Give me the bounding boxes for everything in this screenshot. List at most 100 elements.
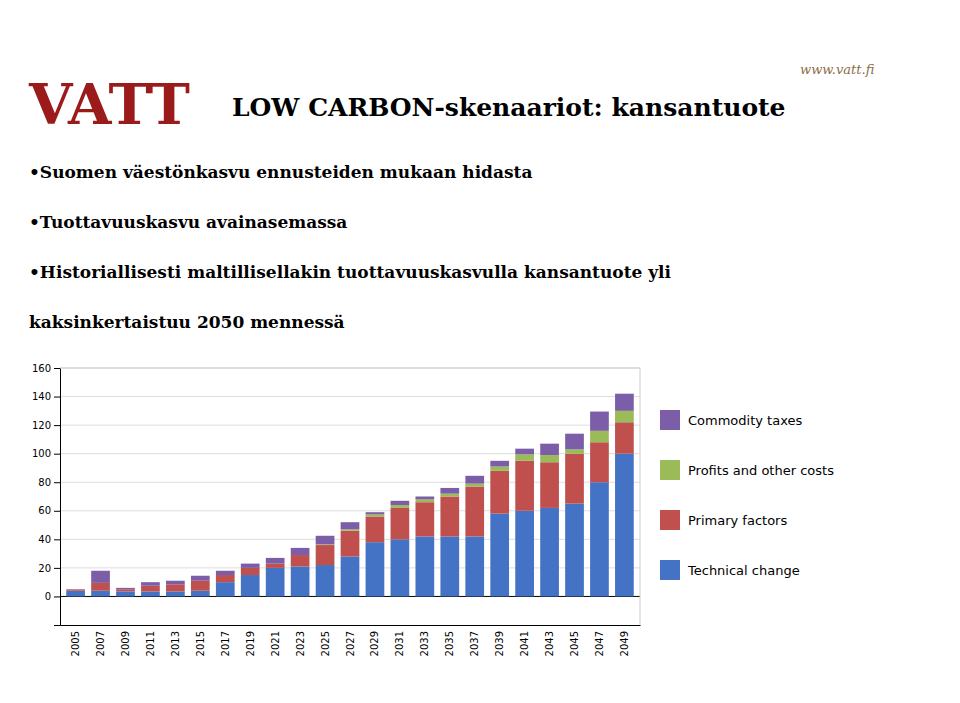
- x-tick-label: 2033: [419, 631, 430, 656]
- bar: [141, 591, 160, 596]
- grid-line: [60, 425, 640, 426]
- bar: [66, 589, 85, 590]
- legend-item: Technical change: [660, 560, 800, 580]
- bar: [490, 514, 509, 597]
- legend-swatch: [660, 460, 680, 480]
- chart-canvas: VATTwww.vatt.fiLOW CARBON-skenaariot: ka…: [0, 0, 960, 703]
- y-tick-label: 40: [38, 534, 51, 545]
- legend-item: Primary factors: [660, 510, 787, 530]
- x-tick-label: 2013: [170, 631, 181, 656]
- bar: [465, 536, 484, 596]
- bar: [391, 501, 410, 505]
- x-tick-label: 2009: [120, 631, 131, 656]
- bar: [316, 536, 335, 545]
- x-tick: 2017: [220, 625, 231, 656]
- legend-swatch: [660, 560, 680, 580]
- bar: [391, 505, 410, 508]
- x-tick: 2043: [544, 625, 555, 656]
- bullet-text: •Historiallisesti maltillisellakin tuott…: [29, 262, 672, 282]
- x-tick-label: 2011: [145, 631, 156, 656]
- bar: [565, 504, 584, 597]
- y-tick-label: 0: [45, 591, 51, 602]
- bar: [391, 539, 410, 596]
- x-tick-label: 2041: [519, 631, 530, 656]
- y-tick-mark: [54, 511, 60, 512]
- bar: [515, 454, 534, 460]
- bar-series: [66, 454, 634, 597]
- bar: [590, 412, 609, 431]
- x-axis-line: [61, 625, 641, 626]
- grid-line: [60, 368, 640, 369]
- legend-label: Primary factors: [688, 513, 787, 528]
- x-tick: 2041: [519, 625, 530, 656]
- x-tick: 2015: [195, 625, 206, 656]
- bullet-text: •Suomen väestönkasvu ennusteiden mukaan …: [29, 162, 532, 182]
- bar: [465, 484, 484, 487]
- y-tick: 160: [32, 363, 60, 374]
- bar: [490, 461, 509, 467]
- x-tick-label: 2043: [544, 631, 555, 656]
- x-tick-label: 2045: [569, 631, 580, 656]
- plot-frame: [640, 368, 641, 625]
- bar: [415, 502, 434, 536]
- x-tick: 2023: [295, 625, 306, 656]
- bar: [291, 555, 310, 566]
- x-tick-label: 2015: [195, 631, 206, 656]
- y-axis-line: [54, 369, 61, 626]
- y-tick: 40: [38, 534, 60, 545]
- bar-series: [66, 422, 634, 591]
- bar: [590, 431, 609, 442]
- bar: [415, 499, 434, 502]
- bar: [241, 575, 260, 596]
- bar: [216, 571, 235, 575]
- bar: [241, 568, 260, 575]
- bar: [515, 461, 534, 511]
- bar: [166, 584, 185, 591]
- bar: [216, 582, 235, 596]
- bar: [291, 548, 310, 555]
- legend-item: Commodity taxes: [660, 410, 802, 430]
- grid-line: [60, 396, 640, 397]
- x-tick: 2027: [345, 625, 356, 656]
- bar: [565, 454, 584, 504]
- logo: VATT: [28, 71, 190, 137]
- bar: [166, 581, 185, 585]
- legend-swatch: [660, 510, 680, 530]
- bar: [366, 512, 385, 514]
- x-tick-label: 2027: [345, 631, 356, 656]
- bars: [66, 394, 634, 597]
- bar: [540, 455, 559, 462]
- x-tick: 2037: [469, 625, 480, 656]
- x-tick: 2009: [120, 625, 131, 656]
- bar: [366, 516, 385, 542]
- x-tick-label: 2037: [469, 631, 480, 656]
- bar: [191, 576, 210, 581]
- bar: [66, 591, 85, 597]
- x-tick: 2039: [494, 625, 505, 656]
- bar: [341, 531, 360, 557]
- bar: [615, 454, 634, 597]
- x-tick: 2025: [320, 625, 331, 656]
- bar: [116, 591, 135, 596]
- bar: [366, 542, 385, 596]
- bar: [440, 494, 459, 497]
- y-tick-mark: [54, 425, 60, 426]
- plot-frame: [60, 368, 640, 369]
- y-tick-mark: [54, 482, 60, 483]
- bar: [366, 514, 385, 516]
- bar: [266, 568, 285, 597]
- bar: [515, 511, 534, 597]
- bar: [166, 591, 185, 596]
- y-tick-mark: [54, 539, 60, 540]
- x-tick-label: 2039: [494, 631, 505, 656]
- bar: [415, 497, 434, 500]
- y-tick: 140: [32, 391, 60, 402]
- x-tick-label: 2031: [394, 631, 405, 656]
- bar: [540, 444, 559, 455]
- bar: [490, 467, 509, 471]
- x-tick: 2005: [70, 625, 81, 656]
- y-tick-label: 60: [38, 505, 51, 516]
- x-tick-label: 2007: [95, 631, 106, 656]
- x-tick-label: 2049: [619, 631, 630, 656]
- x-tick-label: 2023: [295, 631, 306, 656]
